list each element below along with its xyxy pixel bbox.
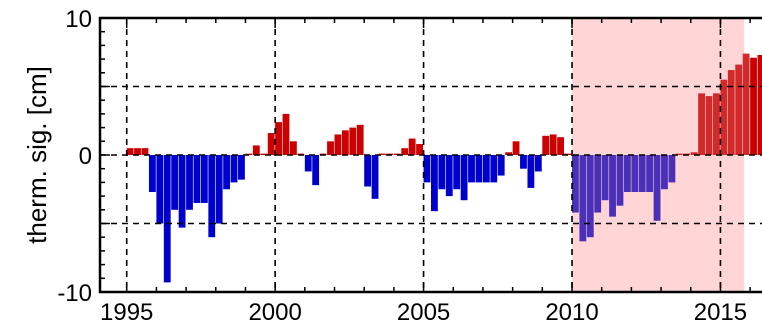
y-axis-title: therm. sig. [cm] xyxy=(22,66,52,244)
bar xyxy=(312,155,320,186)
bar xyxy=(653,155,661,221)
y-tick-label: 10 xyxy=(65,6,92,33)
bar xyxy=(208,155,216,238)
bar xyxy=(475,155,483,183)
bar xyxy=(631,155,639,192)
tick-labels-group: 1995 2000 2005 2010 2015 -10 0 10 xyxy=(57,6,747,326)
bar xyxy=(141,148,149,155)
bar xyxy=(572,155,579,213)
bar xyxy=(557,137,564,155)
x-tick-label: 1995 xyxy=(100,299,153,326)
bar xyxy=(267,133,275,155)
bar xyxy=(586,155,594,238)
x-tick-label: 2010 xyxy=(545,299,598,326)
bar xyxy=(260,153,268,155)
bar xyxy=(186,155,193,210)
bar xyxy=(238,155,245,180)
bar xyxy=(431,155,438,212)
bar xyxy=(690,152,698,155)
bar xyxy=(148,155,156,192)
bar xyxy=(408,138,416,155)
bar xyxy=(638,155,646,192)
bar xyxy=(594,155,602,213)
bar xyxy=(579,155,587,242)
bar xyxy=(334,134,342,155)
bar xyxy=(193,155,201,203)
bar xyxy=(705,96,713,155)
bar xyxy=(750,57,757,156)
bar xyxy=(275,122,282,155)
bar xyxy=(252,145,260,155)
bar xyxy=(542,135,550,155)
bar xyxy=(661,155,668,190)
bar xyxy=(549,134,557,155)
bar xyxy=(327,141,334,155)
bar xyxy=(379,153,386,155)
bar xyxy=(453,155,461,190)
bar xyxy=(223,155,231,190)
bar xyxy=(171,155,179,210)
bar xyxy=(482,155,490,183)
bar xyxy=(601,155,609,201)
bar xyxy=(178,155,186,228)
gridlines-group xyxy=(100,18,762,292)
bar xyxy=(126,148,134,155)
bar xyxy=(445,155,453,197)
bar xyxy=(423,155,431,183)
bar xyxy=(713,93,720,155)
bar xyxy=(230,155,238,183)
bar xyxy=(668,155,676,183)
bar xyxy=(163,155,171,283)
bar xyxy=(371,155,379,199)
ticks-group xyxy=(100,17,751,293)
bar xyxy=(616,155,624,206)
x-tick-label: 2000 xyxy=(248,299,301,326)
bar xyxy=(742,53,750,156)
bar xyxy=(512,141,520,155)
bar xyxy=(356,124,364,155)
y-tick-label: 0 xyxy=(79,143,92,170)
bar xyxy=(156,155,164,224)
bar xyxy=(675,153,683,155)
bar xyxy=(623,155,631,192)
x-tick-label: 2005 xyxy=(397,299,450,326)
bar xyxy=(215,155,223,224)
x-tick-label: 2015 xyxy=(694,299,747,326)
bar xyxy=(364,155,372,187)
bar xyxy=(757,54,762,155)
bar xyxy=(416,144,423,155)
bar xyxy=(698,93,705,155)
bar xyxy=(609,155,616,217)
bar xyxy=(349,127,357,155)
bar xyxy=(134,148,141,155)
bar xyxy=(341,130,349,155)
bars-group xyxy=(126,53,762,283)
bar xyxy=(282,113,290,155)
bar xyxy=(727,70,735,155)
bar xyxy=(720,79,728,155)
bar xyxy=(460,155,468,201)
bar xyxy=(401,148,409,155)
bar xyxy=(200,155,208,203)
bar xyxy=(534,155,542,172)
y-tick-label: -10 xyxy=(57,280,92,307)
bar xyxy=(520,155,527,169)
bar xyxy=(438,155,446,190)
bar xyxy=(646,155,654,192)
bar xyxy=(497,155,505,176)
bar xyxy=(304,155,312,172)
bar xyxy=(289,141,297,155)
bar xyxy=(505,152,513,155)
bar xyxy=(490,155,498,183)
bar xyxy=(468,155,475,183)
bar xyxy=(735,64,743,155)
bar xyxy=(527,155,535,188)
